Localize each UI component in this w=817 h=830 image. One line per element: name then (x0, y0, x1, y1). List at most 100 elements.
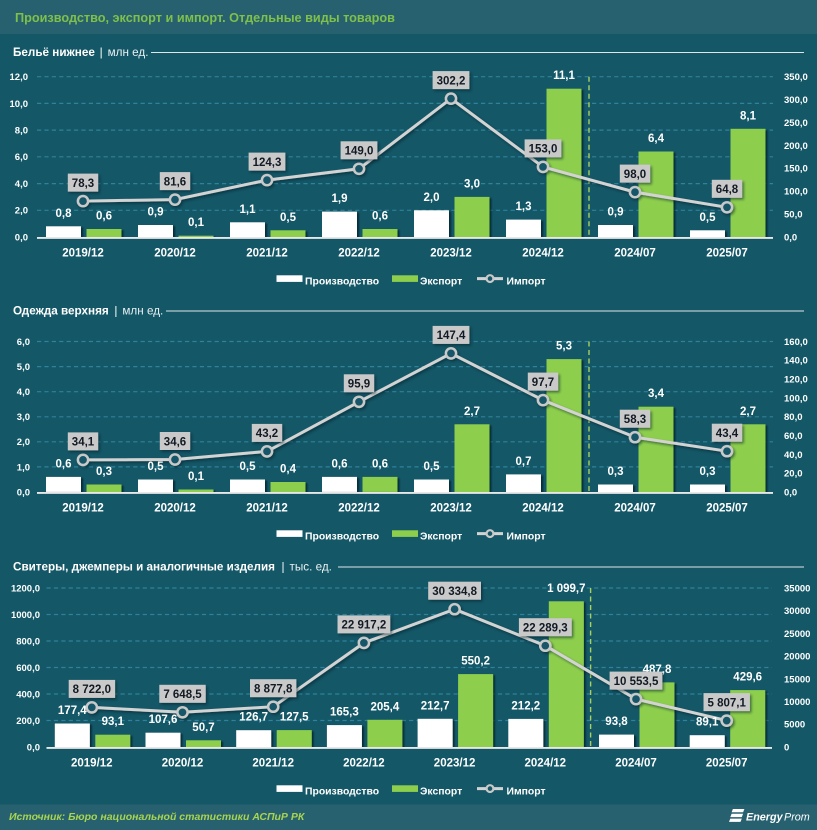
svg-text:34,6: 34,6 (164, 436, 186, 448)
svg-text:Energy: Energy (746, 812, 784, 824)
svg-text:0,9: 0,9 (608, 207, 624, 219)
svg-text:0,6: 0,6 (372, 458, 388, 470)
svg-text:2024/12: 2024/12 (525, 757, 567, 769)
svg-text:0,6: 0,6 (56, 458, 72, 470)
svg-text:250,0: 250,0 (784, 118, 808, 129)
svg-text:107,6: 107,6 (149, 714, 178, 726)
svg-text:40,0: 40,0 (784, 450, 803, 461)
svg-text:302,2: 302,2 (437, 75, 466, 87)
svg-text:0,5: 0,5 (240, 461, 257, 473)
svg-text:150,0: 150,0 (784, 164, 808, 175)
svg-text:Производство: Производство (305, 787, 379, 798)
svg-text:Производство, экспорт и импорт: Производство, экспорт и импорт. Отдельны… (15, 11, 395, 25)
svg-text:20000: 20000 (784, 652, 810, 663)
svg-text:0,7: 0,7 (516, 456, 532, 468)
svg-text:2,7: 2,7 (740, 406, 756, 418)
svg-text:600,0: 600,0 (16, 663, 40, 674)
svg-text:0,5: 0,5 (148, 461, 165, 473)
svg-text:212,2: 212,2 (511, 700, 540, 712)
svg-text:0,5: 0,5 (280, 212, 297, 224)
svg-text:64,8: 64,8 (716, 184, 739, 196)
svg-text:0,5: 0,5 (424, 461, 441, 473)
svg-text:160,0: 160,0 (784, 337, 808, 348)
svg-text:10 553,5: 10 553,5 (614, 676, 659, 688)
svg-text:4,0: 4,0 (15, 179, 28, 190)
svg-text:50,7: 50,7 (192, 722, 214, 734)
svg-text:3,0: 3,0 (17, 412, 30, 423)
svg-text:0,4: 0,4 (280, 464, 297, 476)
svg-text:|: | (114, 305, 117, 318)
svg-text:25000: 25000 (784, 629, 810, 640)
svg-text:0,9: 0,9 (148, 207, 164, 219)
svg-text:2,0: 2,0 (424, 192, 440, 204)
svg-text:97,7: 97,7 (532, 377, 554, 389)
svg-text:0,3: 0,3 (608, 466, 624, 478)
svg-text:165,3: 165,3 (330, 707, 359, 719)
svg-text:149,0: 149,0 (345, 146, 374, 158)
svg-text:2023/12: 2023/12 (430, 502, 472, 514)
svg-text:1200,0: 1200,0 (11, 583, 40, 594)
svg-text:2025/07: 2025/07 (706, 247, 748, 259)
svg-text:0,0: 0,0 (17, 487, 30, 498)
svg-text:58,3: 58,3 (624, 414, 646, 426)
svg-text:0: 0 (784, 742, 789, 753)
svg-text:млн ед.: млн ед. (122, 305, 163, 318)
svg-text:Импорт: Импорт (507, 277, 546, 288)
svg-text:200,0: 200,0 (16, 716, 40, 727)
svg-text:550,2: 550,2 (461, 656, 490, 668)
svg-text:22 289,3: 22 289,3 (523, 623, 568, 635)
svg-text:1,3: 1,3 (516, 201, 532, 213)
svg-text:100,0: 100,0 (784, 187, 808, 198)
svg-text:7 648,5: 7 648,5 (163, 689, 202, 701)
svg-text:Производство: Производство (305, 532, 379, 543)
svg-text:2019/12: 2019/12 (71, 757, 113, 769)
svg-text:2,7: 2,7 (464, 406, 480, 418)
svg-text:тыс. ед.: тыс. ед. (290, 561, 332, 574)
svg-text:Экспорт: Экспорт (420, 787, 462, 798)
svg-text:2023/12: 2023/12 (434, 757, 476, 769)
svg-text:2024/07: 2024/07 (614, 247, 656, 259)
svg-text:2022/12: 2022/12 (343, 757, 385, 769)
svg-text:6,4: 6,4 (648, 133, 665, 145)
svg-text:2020/12: 2020/12 (162, 757, 204, 769)
svg-text:153,0: 153,0 (529, 144, 558, 156)
svg-text:2022/12: 2022/12 (338, 247, 380, 259)
svg-text:Экспорт: Экспорт (420, 532, 462, 543)
svg-text:0,0: 0,0 (27, 742, 40, 753)
svg-text:200,0: 200,0 (784, 141, 808, 152)
svg-text:120,0: 120,0 (784, 375, 808, 386)
svg-text:Производство: Производство (305, 277, 379, 288)
svg-text:0,6: 0,6 (372, 211, 388, 223)
svg-text:12,0: 12,0 (10, 72, 29, 83)
svg-text:147,4: 147,4 (437, 330, 466, 342)
svg-text:0,3: 0,3 (700, 466, 716, 478)
svg-text:8 722,0: 8 722,0 (73, 684, 111, 696)
svg-text:98,0: 98,0 (624, 169, 646, 181)
svg-text:Экспорт: Экспорт (420, 277, 462, 288)
svg-text:43,2: 43,2 (256, 428, 278, 440)
svg-text:124,3: 124,3 (253, 157, 282, 169)
svg-text:400,0: 400,0 (16, 689, 40, 700)
svg-text:20,0: 20,0 (784, 469, 803, 480)
svg-text:205,4: 205,4 (371, 701, 400, 713)
svg-text:2,0: 2,0 (17, 437, 30, 448)
svg-text:2020/12: 2020/12 (154, 502, 196, 514)
svg-text:2020/12: 2020/12 (154, 247, 196, 259)
svg-text:93,1: 93,1 (102, 716, 125, 728)
svg-text:95,9: 95,9 (348, 379, 370, 391)
svg-text:|: | (282, 561, 285, 574)
svg-text:Импорт: Импорт (507, 787, 546, 798)
svg-text:2024/07: 2024/07 (614, 502, 656, 514)
svg-text:93,8: 93,8 (605, 716, 628, 728)
svg-text:Свитеры, джемперы и аналогичны: Свитеры, джемперы и аналогичные изделия (13, 561, 275, 574)
svg-text:1,1: 1,1 (240, 204, 257, 216)
svg-text:|: | (100, 46, 103, 59)
svg-text:5,3: 5,3 (556, 341, 572, 353)
svg-text:0,6: 0,6 (332, 458, 348, 470)
svg-text:0,1: 0,1 (188, 471, 205, 483)
svg-text:5000: 5000 (784, 720, 805, 731)
svg-text:43,4: 43,4 (716, 428, 739, 440)
svg-text:800,0: 800,0 (16, 636, 40, 647)
svg-text:0,1: 0,1 (188, 217, 205, 229)
svg-text:81,6: 81,6 (164, 176, 186, 188)
